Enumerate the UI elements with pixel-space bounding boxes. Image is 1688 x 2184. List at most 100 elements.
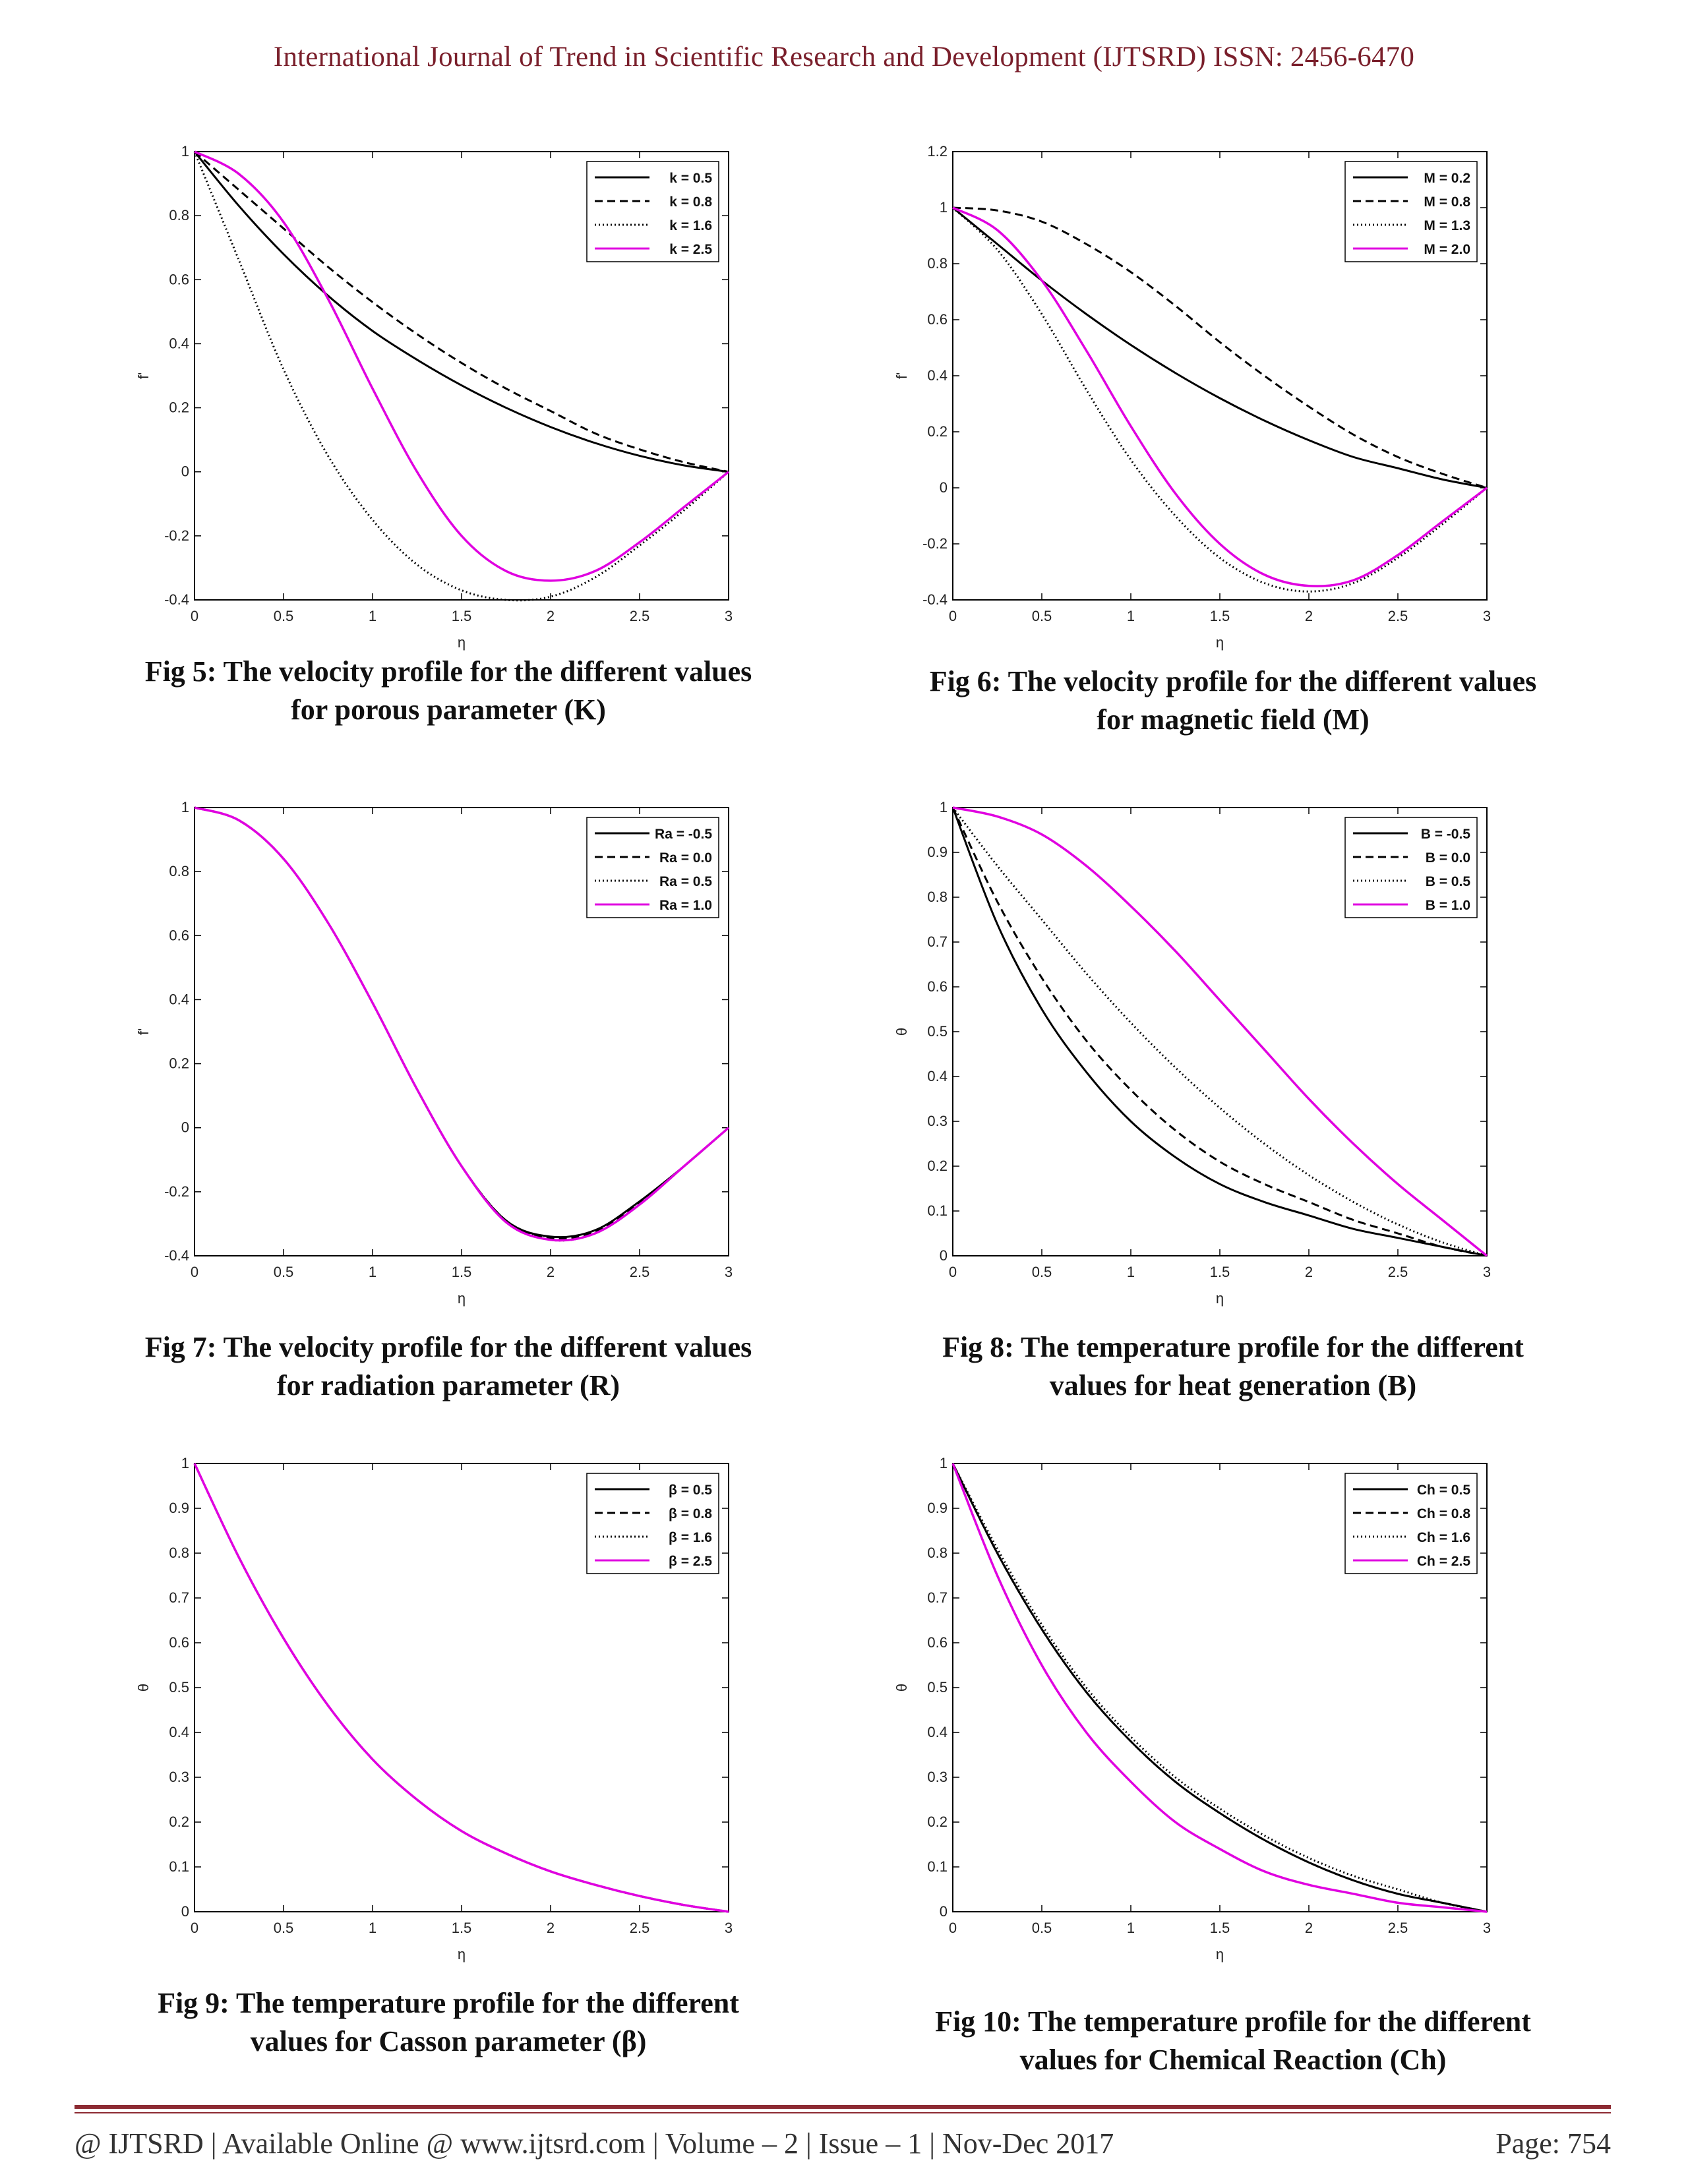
legend-entry: Ra = 0.5 — [659, 874, 712, 889]
x-axis-label: η — [1216, 1290, 1224, 1307]
y-tick-label: 1 — [181, 799, 189, 815]
x-tick-label: 2.5 — [630, 608, 650, 624]
y-tick-label: 1 — [940, 799, 948, 815]
page-footer: @ IJTSRD | Available Online @ www.ijtsrd… — [75, 2127, 1611, 2166]
y-tick-label: 0.6 — [927, 978, 948, 995]
footer-rule-thin — [75, 2112, 1611, 2113]
chart-svg: 0 0.5 1 1.5 2 2.5 3 -0.4 -0.2 0 0.2 0.4 0.6 0.8 1 1.2 η f… — [893, 143, 1491, 651]
series-line — [194, 150, 730, 582]
y-tick-label: 0 — [940, 1247, 948, 1264]
y-tick-label: 0.6 — [169, 271, 189, 287]
series-line — [194, 150, 729, 473]
x-tick-label: 0.5 — [1032, 1264, 1052, 1280]
series-line — [951, 206, 1488, 593]
caption-line: values for Chemical Reaction (Ch) — [1019, 2044, 1447, 2076]
y-axis-label: f' — [135, 1028, 152, 1035]
y-tick-label: 0.1 — [927, 1858, 948, 1875]
y-tick-label: 0.2 — [927, 1158, 948, 1174]
x-tick-label: 1.5 — [452, 608, 472, 624]
caption-line: Fig 5: The velocity profile for the diff… — [144, 655, 752, 688]
footer-info: @ IJTSRD | Available Online @ www.ijtsrd… — [75, 2127, 1114, 2160]
y-tick-label: 0.3 — [927, 1769, 948, 1785]
x-tick-label: 0.5 — [1032, 608, 1052, 624]
y-axis-label: θ — [135, 1684, 152, 1692]
y-tick-label: 0.8 — [169, 863, 189, 879]
x-tick-label: 2 — [547, 1264, 555, 1280]
y-tick-label: 0.5 — [927, 1023, 948, 1040]
x-tick-label: 1.5 — [1210, 608, 1230, 624]
caption-line: values for Casson parameter (β) — [250, 2025, 647, 2057]
caption-line: for magnetic field (M) — [1097, 703, 1370, 736]
figure-6: 0 0.5 1 1.5 2 2.5 3 -0.4 -0.2 0 0.2 0.4 0.6 0.8 1 1.2 η f… — [864, 138, 1688, 771]
legend-entry: k = 1.6 — [669, 218, 712, 233]
x-tick-label: 0 — [191, 1264, 198, 1280]
figure-9-caption: Fig 9: The temperature profile for the d… — [86, 1984, 811, 2061]
x-tick-label: 3 — [1483, 608, 1491, 624]
y-tick-label: 0.2 — [927, 423, 948, 440]
x-tick-label: 2 — [1305, 608, 1313, 624]
y-axis-label: θ — [893, 1028, 910, 1036]
caption-line: for porous parameter (K) — [291, 694, 606, 726]
x-tick-label: 0 — [949, 1920, 957, 1936]
journal-header: International Journal of Trend in Scient… — [273, 42, 1415, 73]
legend-entry: Ra = 1.0 — [659, 898, 712, 913]
legend-entry: k = 2.5 — [669, 242, 712, 257]
series-line — [193, 151, 729, 473]
x-tick-label: 3 — [725, 1264, 733, 1280]
y-tick-label: 0.2 — [927, 1814, 948, 1830]
caption-line: Fig 10: The temperature profile for the … — [935, 2005, 1531, 2038]
y-tick-label: 0.6 — [169, 1634, 189, 1651]
x-tick-label: 3 — [725, 1920, 733, 1936]
legend-entry: β = 1.6 — [669, 1530, 712, 1545]
x-tick-label: 0.5 — [274, 1264, 294, 1280]
y-tick-label: -0.4 — [164, 1247, 189, 1264]
chart-svg: 0 0.5 1 1.5 2 2.5 3 -0.4 -0.2 0 0.2 0.4 0.6 0.8 1 η f' Ra… — [135, 799, 733, 1307]
y-tick-label: 0.4 — [927, 1724, 948, 1740]
x-tick-label: 2 — [1305, 1264, 1313, 1280]
x-tick-label: 1.5 — [1210, 1920, 1230, 1936]
x-tick-label: 1.5 — [452, 1920, 472, 1936]
y-tick-label: 0.9 — [169, 1500, 189, 1516]
y-tick-label: 0.3 — [169, 1769, 189, 1785]
chart-svg: 0 0.5 1 1.5 2 2.5 3 0 0.1 0.2 0.3 0.4 0.5 0.6 0.7 0.8 0.… — [135, 1455, 733, 1963]
y-tick-label: 0.4 — [169, 1724, 189, 1740]
legend-entry: M = 2.0 — [1424, 242, 1470, 257]
x-tick-label: 2 — [1305, 1920, 1313, 1936]
x-tick-label: 2 — [547, 1920, 555, 1936]
x-tick-label: 1 — [369, 608, 377, 624]
y-tick-label: 0.8 — [927, 255, 948, 272]
legend-entry: M = 1.3 — [1424, 218, 1470, 233]
x-tick-label: 1 — [1127, 1920, 1135, 1936]
y-tick-label: -0.2 — [164, 527, 189, 544]
y-tick-label: 0.6 — [927, 1634, 948, 1651]
series-line — [193, 1463, 729, 1913]
legend-entry: M = 0.2 — [1424, 171, 1470, 186]
y-tick-label: 0.3 — [927, 1113, 948, 1129]
x-tick-label: 1 — [369, 1920, 377, 1936]
x-tick-label: 2.5 — [630, 1920, 650, 1936]
x-tick-label: 2 — [547, 608, 555, 624]
y-tick-label: 0.7 — [927, 1589, 948, 1606]
y-tick-label: -0.2 — [922, 535, 948, 552]
x-tick-label: 0 — [191, 1920, 198, 1936]
legend-entry: β = 0.5 — [669, 1483, 712, 1498]
legend-entry: M = 0.8 — [1424, 194, 1470, 210]
series-line — [952, 206, 1488, 489]
series-line — [952, 206, 1488, 587]
x-tick-label: 1.5 — [452, 1264, 472, 1280]
series-line — [951, 807, 1488, 1257]
x-tick-label: 3 — [725, 608, 733, 624]
x-tick-label: 0 — [191, 608, 198, 624]
y-tick-label: 1 — [940, 199, 948, 216]
chart-svg: 0 0.5 1 1.5 2 2.5 3 -0.4 -0.2 0 0.2 0.4 0.6 0.8 1 η f' k … — [135, 143, 733, 651]
figure-9: 0 0.5 1 1.5 2 2.5 3 0 0.1 0.2 0.3 0.4 0.5 0.6 0.7 0.8 0.… — [106, 1450, 950, 2083]
y-tick-label: 0 — [940, 1903, 948, 1920]
y-tick-label: 0.6 — [927, 311, 948, 328]
x-axis-label: η — [1216, 1946, 1224, 1963]
y-axis-label: θ — [893, 1684, 910, 1692]
figure-7-caption: Fig 7: The velocity profile for the diff… — [86, 1328, 811, 1405]
y-tick-label: 0.7 — [927, 933, 948, 950]
legend-entry: Ch = 0.8 — [1417, 1506, 1470, 1521]
y-tick-label: -0.2 — [164, 1183, 189, 1200]
footer-rule — [75, 2105, 1611, 2109]
